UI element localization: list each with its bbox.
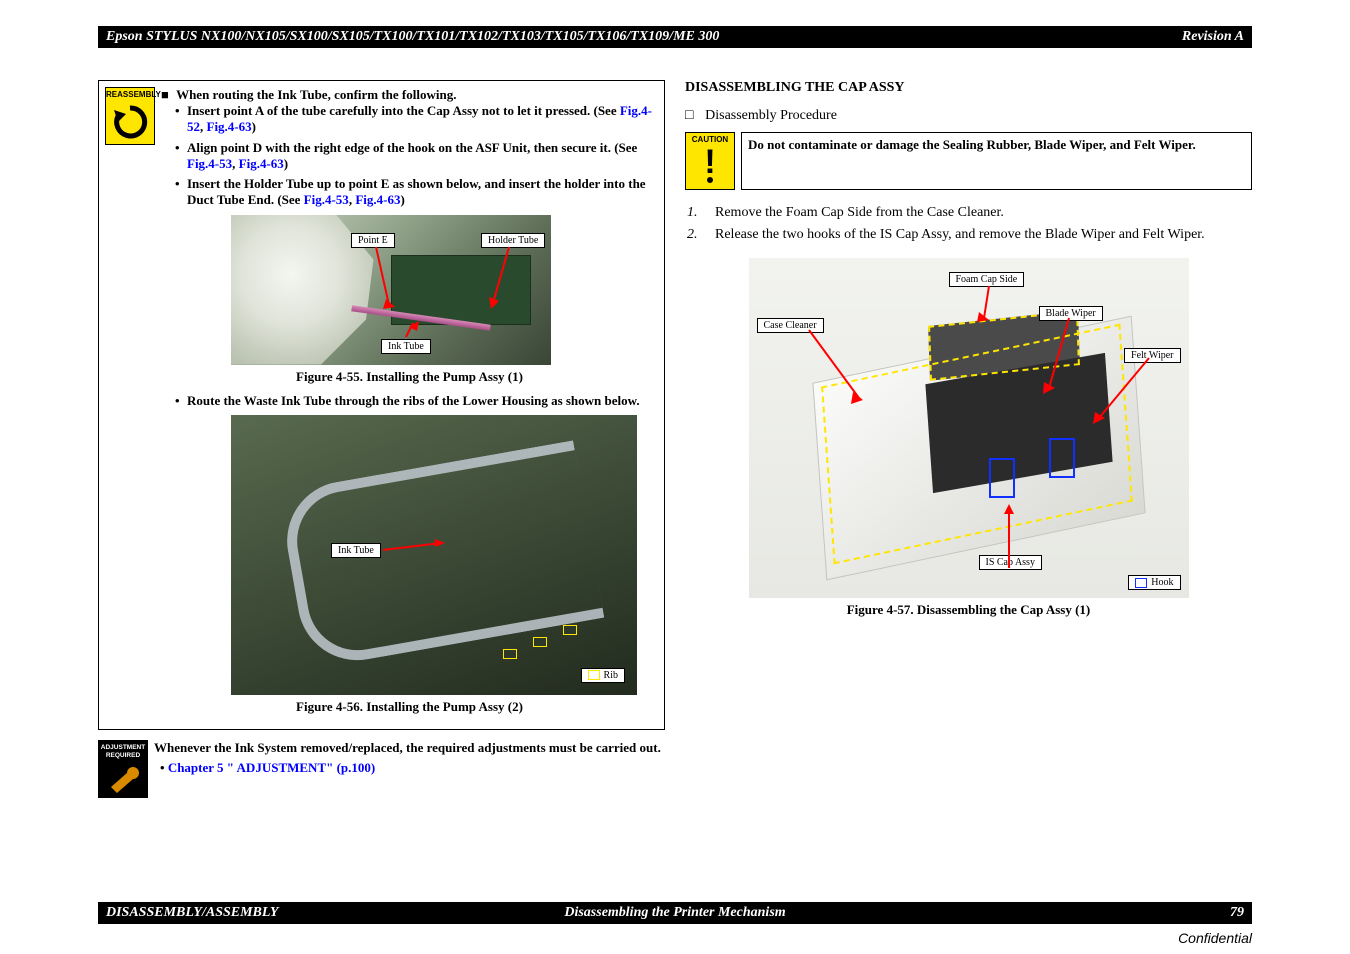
footer-left: DISASSEMBLY/ASSEMBLY [106,905,278,921]
b3-pre: Insert the Holder Tube up to point E as … [187,176,646,207]
figure-4-55: Point E Holder Tube Ink Tube [231,215,551,365]
fig3-arrows [749,258,1189,598]
step-2: Release the two hooks of the IS Cap Assy… [709,226,1252,244]
right-heading: DISASSEMBLING THE CAP ASSY [685,80,1252,96]
caution-icon: CAUTION ! [685,132,735,190]
paren: ) [284,156,288,171]
adjust-main: Whenever the Ink System removed/replaced… [154,740,661,756]
bullet-3: Insert the Holder Tube up to point E as … [175,176,658,209]
link-fig463a[interactable]: Fig.4-63 [207,119,252,134]
link-fig463b[interactable]: Fig.4-63 [239,156,284,171]
adjustment-icon: ADJUSTMENT REQUIRED [98,740,148,798]
lead-line: ■ When routing the Ink Tube, confirm the… [161,87,658,103]
adjust-link-line: Chapter 5 " ADJUSTMENT" (p.100) [154,760,661,776]
reassembly-label: REASSEMBLY [106,90,161,99]
paren: ) [252,119,256,134]
bullet-list-2: Route the Waste Ink Tube through the rib… [161,393,658,409]
step-1: Remove the Foam Cap Side from the Case C… [709,204,1252,222]
header-right: Revision A [1182,29,1244,45]
wrench-icon [107,763,141,793]
bullet-4: Route the Waste Ink Tube through the rib… [175,393,658,409]
adjust-label-1: ADJUSTMENT [99,744,147,752]
b1-pre: Insert point A of the tube carefully int… [187,103,620,118]
fig2-yellow-box-1 [563,625,577,635]
fig3-caption: Figure 4-57. Disassembling the Cap Assy … [685,602,1252,618]
bullet-2: Align point D with the right edge of the… [175,140,658,173]
adjustment-text: Whenever the Ink System removed/replaced… [154,740,661,798]
bullet-1: Insert point A of the tube carefully int… [175,103,658,136]
reassembly-arrow-svg [112,104,148,140]
caution-dot [707,177,713,183]
caution-text: Do not contaminate or damage the Sealing… [741,132,1252,190]
footer-page: 79 [1230,905,1244,921]
fig2-arrows [231,415,637,695]
empty-square-bullet: □ [685,106,705,122]
confidential-label: Confidential [1178,930,1252,946]
lead-text: When routing the Ink Tube, confirm the f… [176,87,456,102]
caution-bang: ! [686,147,734,177]
figure-4-57: Case Cleaner Foam Cap Side Blade Wiper F… [749,258,1189,598]
link-fig463c[interactable]: Fig.4-63 [355,192,400,207]
steps-list: Remove the Foam Cap Side from the Case C… [685,204,1252,244]
reassembly-icon: REASSEMBLY [105,87,155,145]
black-square-bullet: ■ [161,87,176,102]
left-bordered-block: REASSEMBLY ■ When routing the Ink Tube, … [98,80,665,730]
reassembly-text: ■ When routing the Ink Tube, confirm the… [161,87,658,723]
proc-line: □ Disassembly Procedure [685,106,1252,124]
fig1-arrows [231,215,551,365]
adjust-label-2: REQUIRED [99,752,147,760]
bullet-list: Insert point A of the tube carefully int… [161,103,658,209]
right-column: DISASSEMBLING THE CAP ASSY □ Disassembly… [685,80,1252,894]
link-fig453b[interactable]: Fig.4-53 [304,192,349,207]
paren: ) [400,192,404,207]
fig2-yellow-box-2 [533,637,547,647]
header-left: Epson STYLUS NX100/NX105/SX100/SX105/TX1… [106,29,719,45]
footer-center: Disassembling the Printer Mechanism [564,905,785,921]
fig1-caption: Figure 4-55. Installing the Pump Assy (1… [161,369,658,385]
adjustment-row: ADJUSTMENT REQUIRED Whenever the Ink Sys… [98,740,665,798]
left-column: REASSEMBLY ■ When routing the Ink Tube, … [98,80,665,894]
content-area: REASSEMBLY ■ When routing the Ink Tube, … [98,80,1252,894]
proc-text: Disassembly Procedure [705,108,837,123]
link-chapter5[interactable]: Chapter 5 " ADJUSTMENT" (p.100) [168,760,375,775]
caution-row: CAUTION ! Do not contaminate or damage t… [685,132,1252,190]
figure-4-56: Ink Tube Rib [231,415,637,695]
reassembly-note: REASSEMBLY ■ When routing the Ink Tube, … [105,87,658,723]
b2-pre: Align point D with the right edge of the… [187,140,637,155]
fig2-yellow-box-3 [503,649,517,659]
link-fig453a[interactable]: Fig.4-53 [187,156,232,171]
header-bar: Epson STYLUS NX100/NX105/SX100/SX105/TX1… [98,26,1252,48]
fig2-caption: Figure 4-56. Installing the Pump Assy (2… [161,699,658,715]
footer-bar: DISASSEMBLY/ASSEMBLY Disassembling the P… [98,902,1252,924]
